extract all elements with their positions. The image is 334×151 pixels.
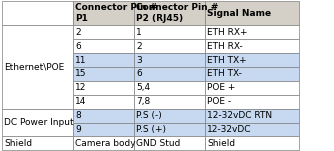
Text: 15: 15: [75, 69, 87, 79]
Text: 2: 2: [75, 28, 81, 37]
Bar: [134, 122, 205, 136]
Bar: [205, 109, 299, 122]
Text: P.S (+): P.S (+): [136, 125, 166, 134]
Bar: [205, 25, 299, 39]
Text: Signal Name: Signal Name: [207, 9, 272, 18]
Text: Shield: Shield: [4, 139, 32, 148]
Text: P.S (-): P.S (-): [136, 111, 162, 120]
Bar: [134, 39, 205, 53]
Text: 6: 6: [75, 42, 81, 51]
Text: 7,8: 7,8: [136, 97, 151, 106]
Bar: [73, 1, 134, 25]
Bar: [134, 136, 205, 150]
Text: 3: 3: [136, 56, 142, 65]
Bar: [2, 1, 73, 25]
Bar: [73, 25, 134, 39]
Bar: [2, 136, 73, 150]
Bar: [205, 67, 299, 81]
Text: 9: 9: [75, 125, 81, 134]
Text: 11: 11: [75, 56, 87, 65]
Text: DC Power Input: DC Power Input: [4, 118, 73, 127]
Text: Shield: Shield: [207, 139, 235, 148]
Bar: [205, 136, 299, 150]
Text: GND Stud: GND Stud: [136, 139, 181, 148]
Bar: [134, 67, 205, 81]
Text: ETH RX-: ETH RX-: [207, 42, 243, 51]
Bar: [73, 67, 134, 81]
Bar: [73, 39, 134, 53]
Text: 6: 6: [136, 69, 142, 79]
Bar: [134, 25, 205, 39]
Text: 1: 1: [136, 28, 142, 37]
Bar: [2, 109, 73, 136]
Text: 2: 2: [136, 42, 142, 51]
Text: ETH TX+: ETH TX+: [207, 56, 247, 65]
Text: 14: 14: [75, 97, 87, 106]
Bar: [205, 122, 299, 136]
Text: 12: 12: [75, 83, 87, 92]
Bar: [73, 81, 134, 95]
Bar: [73, 53, 134, 67]
Bar: [205, 81, 299, 95]
Text: Ethernet\POE: Ethernet\POE: [4, 63, 64, 72]
Text: ETH RX+: ETH RX+: [207, 28, 248, 37]
Text: ETH TX-: ETH TX-: [207, 69, 242, 79]
Bar: [134, 81, 205, 95]
Text: Camera body: Camera body: [75, 139, 136, 148]
Bar: [73, 136, 134, 150]
Text: POE +: POE +: [207, 83, 236, 92]
Text: 5,4: 5,4: [136, 83, 150, 92]
Bar: [134, 1, 205, 25]
Text: Connector Pin #
P2 (RJ45): Connector Pin # P2 (RJ45): [136, 3, 218, 23]
Bar: [134, 53, 205, 67]
Bar: [134, 109, 205, 122]
Bar: [205, 95, 299, 109]
Bar: [134, 95, 205, 109]
Text: 12-32vDC RTN: 12-32vDC RTN: [207, 111, 273, 120]
Text: POE -: POE -: [207, 97, 231, 106]
Bar: [73, 109, 134, 122]
Bar: [2, 25, 73, 109]
Text: Connector Pin #
P1: Connector Pin # P1: [75, 3, 157, 23]
Text: 8: 8: [75, 111, 81, 120]
Bar: [205, 1, 299, 25]
Bar: [205, 39, 299, 53]
Bar: [205, 53, 299, 67]
Text: 12-32vDC: 12-32vDC: [207, 125, 252, 134]
Bar: [73, 122, 134, 136]
Bar: [73, 95, 134, 109]
